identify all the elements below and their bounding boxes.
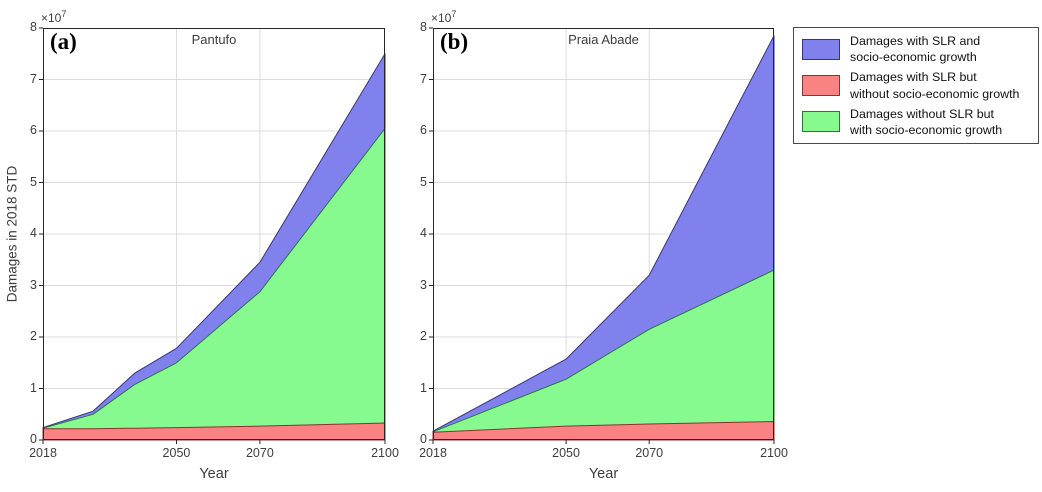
exponent-base: ×10 bbox=[41, 11, 62, 25]
x-tick-label: 2070 bbox=[245, 446, 274, 460]
legend-label-line: Damages with SLR and bbox=[850, 34, 981, 49]
panel-b-x-axis-label: Year bbox=[588, 466, 619, 482]
x-tick-label: 2100 bbox=[371, 446, 399, 460]
y-tick-label: 7 bbox=[420, 71, 427, 86]
panel-b-chart-area bbox=[429, 27, 775, 444]
y-tick-label: 0 bbox=[30, 432, 37, 446]
y-tick-label: 3 bbox=[420, 277, 427, 292]
legend-item-slr-and-growth: Damages with SLR and socio-economic grow… bbox=[802, 33, 1030, 65]
y-tick-label: 6 bbox=[30, 123, 37, 137]
y-tick-label: 2 bbox=[30, 329, 37, 343]
y-tick-label: 4 bbox=[30, 226, 37, 240]
x-tick-label: 2050 bbox=[162, 446, 191, 460]
panel-b-plot: (b) Praia Abade bbox=[429, 27, 775, 444]
y-tick-label: 8 bbox=[420, 20, 427, 34]
legend-label-line: with socio-economic growth bbox=[850, 122, 1003, 137]
exponent-base: ×10 bbox=[431, 11, 452, 25]
panel-b-y-exponent: ×107 bbox=[431, 9, 456, 25]
x-tick-label: 2070 bbox=[635, 446, 664, 460]
axes-box bbox=[43, 28, 385, 440]
y-tick-label: 8 bbox=[30, 20, 37, 34]
x-tick-label: 2100 bbox=[760, 446, 788, 460]
y-tick-label: 7 bbox=[30, 71, 37, 86]
panel-b-title: Praia Abade bbox=[568, 32, 639, 47]
panel-a-plot: (a) Pantufo bbox=[39, 27, 386, 444]
panel-a-title: Pantufo bbox=[191, 32, 237, 47]
y-tick-label: 2 bbox=[420, 329, 427, 343]
legend-swatch-red bbox=[802, 75, 840, 96]
legend-item-no-slr-growth: Damages without SLR but with socio-econo… bbox=[802, 106, 1030, 138]
x-tick-label: 2050 bbox=[552, 446, 580, 460]
legend-swatch-green bbox=[802, 111, 840, 133]
panel-b-label: (b) bbox=[440, 29, 469, 54]
legend-item-slr-no-growth: Damages with SLR but without socio-econo… bbox=[802, 69, 1030, 101]
y-tick-label: 0 bbox=[420, 432, 427, 446]
panel-a-y-exponent: ×107 bbox=[41, 9, 66, 25]
legend-label: Damages without SLR but with socio-econo… bbox=[850, 106, 1002, 138]
y-tick-label: 4 bbox=[420, 226, 427, 240]
exponent-power: 7 bbox=[451, 9, 457, 19]
legend-label-line: socio-economic growth bbox=[850, 50, 977, 65]
y-tick-label: 5 bbox=[30, 174, 37, 189]
x-tick-label: 2018 bbox=[419, 446, 447, 460]
legend-label: Damages with SLR but without socio-econo… bbox=[850, 69, 1019, 101]
legend: Damages with SLR and socio-economic grow… bbox=[793, 27, 1039, 144]
y-tick-label: 1 bbox=[30, 380, 37, 395]
legend-label: Damages with SLR and socio-economic grow… bbox=[850, 33, 980, 65]
legend-label-line: Damages with SLR but bbox=[850, 70, 977, 85]
panel-a-chart-area bbox=[39, 27, 386, 444]
y-tick-label: 5 bbox=[420, 174, 427, 189]
panel-a-x-axis-label: Year bbox=[199, 466, 229, 482]
x-tick-label: 2018 bbox=[29, 446, 57, 460]
y-tick-label: 6 bbox=[420, 123, 427, 137]
legend-label-line: Damages without SLR but bbox=[850, 106, 994, 121]
exponent-power: 7 bbox=[61, 9, 67, 19]
legend-label-line: without socio-economic growth bbox=[850, 86, 1020, 101]
panel-a-label: (a) bbox=[50, 29, 77, 54]
y-tick-label: 3 bbox=[30, 277, 37, 292]
legend-swatch-blue bbox=[802, 38, 840, 60]
axes-box bbox=[433, 28, 774, 440]
y-tick-label: 1 bbox=[420, 380, 427, 395]
